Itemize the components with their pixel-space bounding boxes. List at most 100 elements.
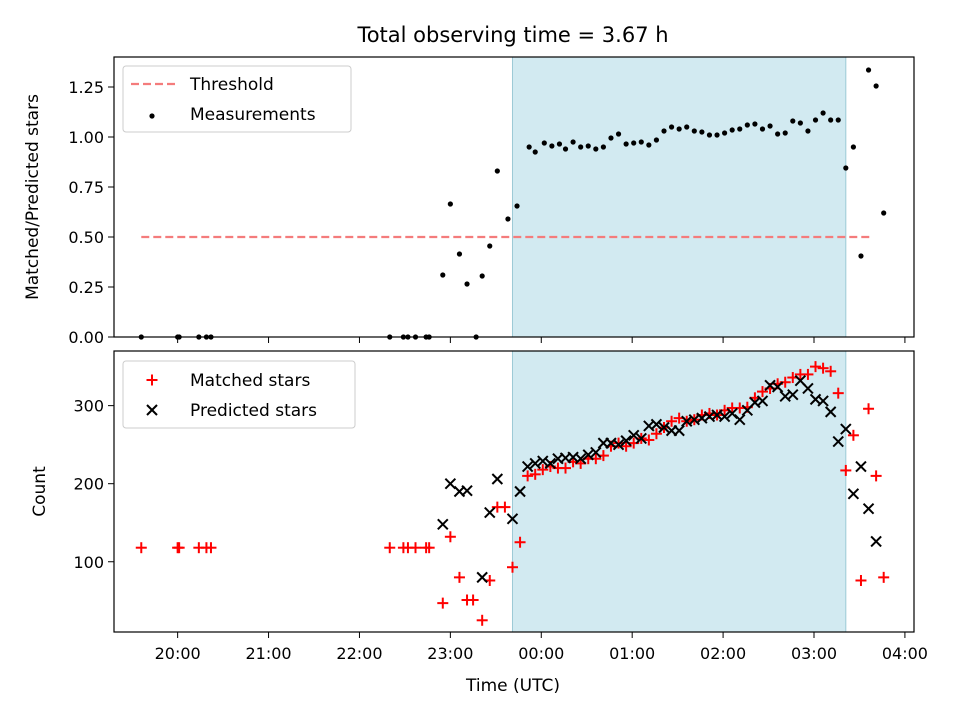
measurement-point bbox=[615, 131, 622, 137]
matched-star-point bbox=[560, 462, 572, 474]
matched-star-point bbox=[453, 571, 465, 583]
matched-star-point bbox=[173, 542, 185, 554]
predicted-star-point bbox=[673, 424, 685, 437]
measurement-point bbox=[562, 146, 569, 152]
measurement-point bbox=[737, 126, 743, 132]
predicted-star-point bbox=[635, 432, 647, 445]
y-tick-label: 0.50 bbox=[68, 228, 104, 247]
matched-star-point bbox=[135, 542, 147, 554]
measurement-point bbox=[865, 67, 872, 73]
highlight-span bbox=[512, 351, 846, 632]
legend-threshold-label: Threshold bbox=[189, 75, 274, 95]
matched-star-point bbox=[514, 536, 526, 548]
measurement-point bbox=[744, 122, 750, 128]
predicted-star-point bbox=[787, 389, 799, 401]
legend: Threshold Measurements bbox=[122, 65, 352, 133]
matched-star-point bbox=[444, 531, 456, 543]
matched-star-point bbox=[650, 428, 662, 440]
matched-star-point bbox=[666, 415, 678, 427]
measurement-point bbox=[541, 140, 547, 146]
predicted-star-point bbox=[870, 535, 882, 548]
measurement-point bbox=[608, 135, 614, 141]
measurement-point bbox=[653, 137, 660, 143]
predicted-star-point bbox=[855, 460, 867, 473]
predicted-star-point bbox=[612, 438, 625, 451]
legend: Matched stars Predicted stars bbox=[122, 360, 356, 429]
matched-star-point bbox=[537, 464, 549, 476]
predicted-star-point bbox=[824, 406, 837, 418]
x-tick-label: 23:00 bbox=[427, 644, 473, 663]
measurement-point bbox=[752, 121, 758, 127]
predicted-star-point bbox=[590, 446, 602, 459]
predicted-star-point bbox=[620, 435, 632, 447]
measurement-point bbox=[440, 272, 446, 278]
measurement-point bbox=[812, 117, 819, 123]
x-tick-label: 01:00 bbox=[609, 644, 655, 663]
x-tick-label: 22:00 bbox=[336, 644, 382, 663]
matched-star-point bbox=[499, 501, 511, 513]
predicted-star-point bbox=[658, 421, 670, 434]
measurement-point bbox=[456, 251, 463, 257]
matched-star-point bbox=[847, 429, 859, 441]
measurement-point bbox=[850, 144, 856, 150]
measurement-point bbox=[532, 149, 538, 155]
measurement-point bbox=[668, 124, 675, 130]
measurement-point bbox=[706, 132, 713, 138]
legend-matched-swatch bbox=[146, 374, 158, 386]
legend-measurements-label: Measurements bbox=[190, 105, 316, 125]
x-tick-label: 02:00 bbox=[700, 644, 746, 663]
matched-star-point bbox=[423, 542, 435, 554]
legend-measurements-swatch bbox=[149, 113, 155, 119]
measurement-point bbox=[487, 243, 493, 249]
matched-star-point bbox=[620, 440, 632, 452]
measurement-point bbox=[828, 117, 834, 123]
predicted-star-point bbox=[444, 477, 457, 490]
measurement-point bbox=[820, 110, 826, 116]
measurement-point bbox=[578, 144, 584, 150]
measurement-point bbox=[782, 130, 788, 136]
predicted-star-point bbox=[461, 485, 473, 497]
matched-star-point bbox=[832, 387, 844, 399]
predicted-star-point bbox=[574, 453, 587, 465]
measurement-point bbox=[623, 141, 629, 147]
matched-star-point bbox=[825, 365, 837, 377]
predicted-star-point bbox=[537, 455, 549, 467]
measurement-point bbox=[790, 118, 796, 124]
highlight-span bbox=[512, 57, 846, 337]
x-axis-label: Time (UTC) bbox=[465, 676, 560, 696]
axes-frame bbox=[113, 350, 915, 633]
x-tick-label: 21:00 bbox=[245, 644, 291, 663]
y-tick-label: 1.00 bbox=[68, 128, 104, 147]
measurement-point bbox=[767, 123, 773, 129]
matched-star-point bbox=[205, 542, 217, 554]
predicted-star-point bbox=[484, 506, 496, 519]
predicted-star-point bbox=[734, 413, 746, 426]
measurement-point bbox=[759, 126, 766, 132]
matched-star-point bbox=[467, 594, 479, 606]
predicted-star-point bbox=[521, 460, 534, 473]
measurement-point bbox=[881, 210, 887, 216]
predicted-star-point bbox=[847, 488, 860, 500]
predicted-star-point bbox=[476, 571, 488, 584]
y-tick-label: 200 bbox=[73, 475, 104, 494]
measurement-point bbox=[714, 132, 720, 138]
predicted-star-point bbox=[627, 429, 640, 442]
measurement-point bbox=[556, 141, 563, 147]
measurement-point bbox=[600, 144, 606, 150]
matched-star-point bbox=[613, 437, 625, 449]
y-tick-label: 300 bbox=[73, 397, 104, 416]
measurement-point bbox=[570, 139, 576, 145]
matched-star-point bbox=[840, 464, 852, 476]
measurement-point bbox=[514, 203, 520, 209]
measurement-point bbox=[631, 140, 637, 146]
predicted-star-point bbox=[862, 502, 875, 515]
matched-star-point bbox=[476, 614, 488, 626]
y-axis-label: Count bbox=[30, 466, 50, 517]
measurement-point bbox=[526, 144, 532, 150]
y-tick-label: 0.75 bbox=[68, 178, 104, 197]
matched-star-point bbox=[870, 470, 882, 482]
measurement-point bbox=[494, 168, 500, 174]
legend-box bbox=[122, 65, 352, 133]
count-panel: 100 200 300 20:00 21:00 22:00 23:00 00:00 01:00 0… bbox=[30, 350, 928, 663]
legend-predicted-swatch bbox=[146, 404, 158, 416]
